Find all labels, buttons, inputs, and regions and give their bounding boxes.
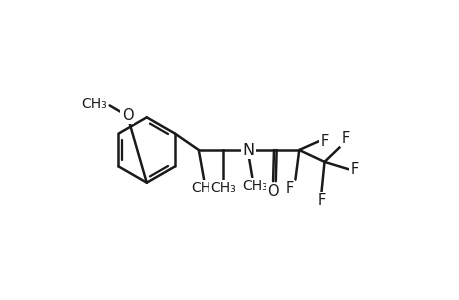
Text: F: F <box>350 162 358 177</box>
Text: O: O <box>267 184 278 199</box>
Text: CH₃: CH₃ <box>191 181 217 195</box>
Text: F: F <box>285 181 293 196</box>
Text: F: F <box>317 193 325 208</box>
Text: CH₃: CH₃ <box>241 179 267 193</box>
Text: F: F <box>341 130 349 146</box>
Text: O: O <box>121 108 133 123</box>
Text: CH₃: CH₃ <box>81 97 106 111</box>
Text: CH₃: CH₃ <box>210 181 235 195</box>
Text: N: N <box>242 142 254 158</box>
Text: F: F <box>320 134 328 148</box>
